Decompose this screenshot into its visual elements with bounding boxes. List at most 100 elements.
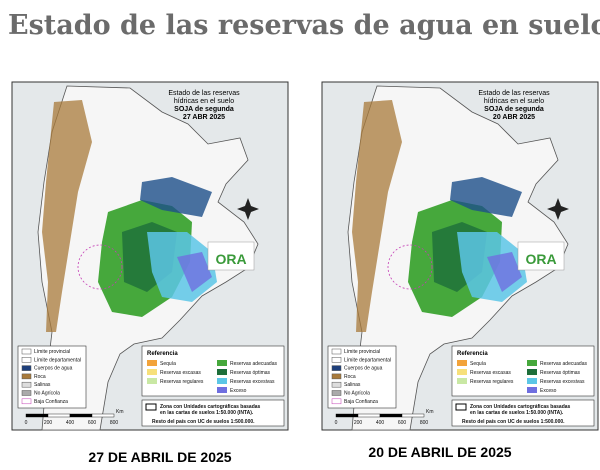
reference-swatch bbox=[217, 369, 227, 375]
caption: 20 DE ABRIL DE 2025 bbox=[368, 444, 511, 460]
scale-label: 800 bbox=[420, 420, 429, 426]
legend-label: No Agrícola bbox=[344, 391, 370, 397]
map-heading: Estado de las reservas bbox=[478, 90, 550, 97]
compass bbox=[547, 198, 569, 220]
note-box bbox=[451, 399, 595, 427]
compass bbox=[237, 198, 259, 220]
map-heading: 20 ABR 2025 bbox=[493, 114, 535, 121]
legend-swatch bbox=[21, 348, 32, 355]
legend-label: Roca bbox=[34, 374, 46, 380]
legend-label: Salinas bbox=[344, 382, 361, 388]
reference-label: Reservas óptimas bbox=[230, 370, 271, 376]
rest-note: Resto del país con UC de suelos 1:500.00… bbox=[152, 419, 255, 425]
reference-label: Reservas regulares bbox=[160, 379, 204, 385]
rock-area bbox=[352, 100, 402, 332]
scale-segment bbox=[335, 413, 359, 418]
logo-box bbox=[207, 241, 255, 271]
legend-swatch bbox=[331, 390, 342, 396]
reference-swatch bbox=[217, 378, 227, 384]
scale-label: 200 bbox=[44, 420, 53, 426]
scale-label: 400 bbox=[376, 420, 385, 426]
reference-swatch bbox=[457, 369, 467, 375]
scale-segment bbox=[357, 413, 381, 418]
legend-label: No Agrícola bbox=[34, 391, 60, 397]
legend-swatch bbox=[331, 381, 342, 388]
legend-swatch bbox=[21, 390, 32, 396]
legend-swatch bbox=[21, 365, 32, 371]
legend-swatch bbox=[331, 357, 342, 363]
legend-label: Roca bbox=[344, 374, 356, 380]
reference-label: Reservas óptimas bbox=[540, 370, 581, 376]
reference-box bbox=[141, 345, 285, 397]
legend-label: Cuerpos de agua bbox=[34, 366, 73, 372]
zone-north bbox=[140, 177, 212, 217]
scale-segment bbox=[401, 413, 425, 418]
page-title: Estado de las reservas de agua en suelo bbox=[8, 10, 600, 41]
reference-swatch bbox=[217, 387, 227, 393]
low-confidence bbox=[387, 244, 433, 290]
reference-swatch bbox=[147, 360, 157, 366]
reference-label: Exceso bbox=[230, 388, 247, 394]
legend-swatch bbox=[21, 373, 32, 380]
reference-label: Exceso bbox=[540, 388, 557, 394]
scale-segment bbox=[47, 413, 71, 418]
map-heading: hídricas en el suelo bbox=[174, 98, 234, 105]
scale-unit: Km bbox=[116, 409, 124, 415]
legend-swatch bbox=[21, 357, 32, 363]
reference-label: Sequía bbox=[160, 361, 176, 367]
map-heading: hídricas en el suelo bbox=[484, 98, 544, 105]
legend-swatch bbox=[21, 381, 32, 388]
note-swatch bbox=[145, 403, 157, 411]
rest-note: Resto del país con UC de suelos 1:500.00… bbox=[462, 419, 565, 425]
reference-swatch bbox=[527, 360, 537, 366]
scale-segment bbox=[25, 413, 49, 418]
rock-area bbox=[42, 100, 92, 332]
reference-swatch bbox=[527, 369, 537, 375]
legend-label: Baja Confianza bbox=[34, 399, 68, 405]
scale-label: 600 bbox=[88, 420, 97, 426]
legend-label: Baja Confianza bbox=[344, 399, 378, 405]
zone-north bbox=[450, 177, 522, 217]
legend-label: Límite provincial bbox=[34, 349, 70, 355]
reference-swatch bbox=[147, 378, 157, 384]
logo: ORA bbox=[525, 251, 556, 267]
reference-label: Reservas excesivas bbox=[540, 379, 585, 385]
legend-label: Límite departamental bbox=[34, 357, 81, 363]
scale-label: 400 bbox=[66, 420, 75, 426]
legend-label: Salinas bbox=[34, 382, 51, 388]
scale-segment bbox=[69, 413, 93, 418]
reference-swatch bbox=[457, 360, 467, 366]
legend-label: Cuerpos de agua bbox=[344, 366, 383, 372]
scale-label: 600 bbox=[398, 420, 407, 426]
legend-swatch bbox=[331, 398, 342, 405]
reference-label: Reservas escasas bbox=[160, 370, 201, 376]
reference-label: Reservas regulares bbox=[470, 379, 514, 385]
scale-label: 0 bbox=[335, 420, 338, 426]
logo-box bbox=[517, 241, 565, 271]
scale-segment bbox=[91, 413, 115, 418]
note-box bbox=[141, 399, 285, 427]
scale-unit: Km bbox=[426, 409, 434, 415]
map-heading: 27 ABR 2025 bbox=[183, 114, 225, 121]
caption: 27 DE ABRIL DE 2025 bbox=[88, 449, 231, 465]
low-confidence bbox=[77, 244, 123, 290]
zone-note: Zona con Unidades cartográficas basadas bbox=[470, 404, 571, 410]
reference-label: Reservas adecuadas bbox=[230, 361, 277, 367]
logo: ORA bbox=[215, 251, 246, 267]
reference-swatch bbox=[527, 387, 537, 393]
legend-swatch bbox=[331, 365, 342, 371]
legend-swatch bbox=[331, 373, 342, 380]
reference-label: Reservas excesivas bbox=[230, 379, 275, 385]
reference-title: Referencia bbox=[457, 351, 488, 357]
map-heading: SOJA de segunda bbox=[484, 106, 544, 113]
reference-swatch bbox=[527, 378, 537, 384]
legend-swatch bbox=[21, 398, 32, 405]
note-swatch bbox=[455, 403, 467, 411]
reference-title: Referencia bbox=[147, 351, 178, 357]
scale-label: 200 bbox=[354, 420, 363, 426]
zone-note: Zona con Unidades cartográficas basadas bbox=[160, 404, 261, 410]
scale-segment bbox=[379, 413, 403, 418]
reference-label: Sequía bbox=[470, 361, 486, 367]
reference-label: Reservas adecuadas bbox=[540, 361, 587, 367]
